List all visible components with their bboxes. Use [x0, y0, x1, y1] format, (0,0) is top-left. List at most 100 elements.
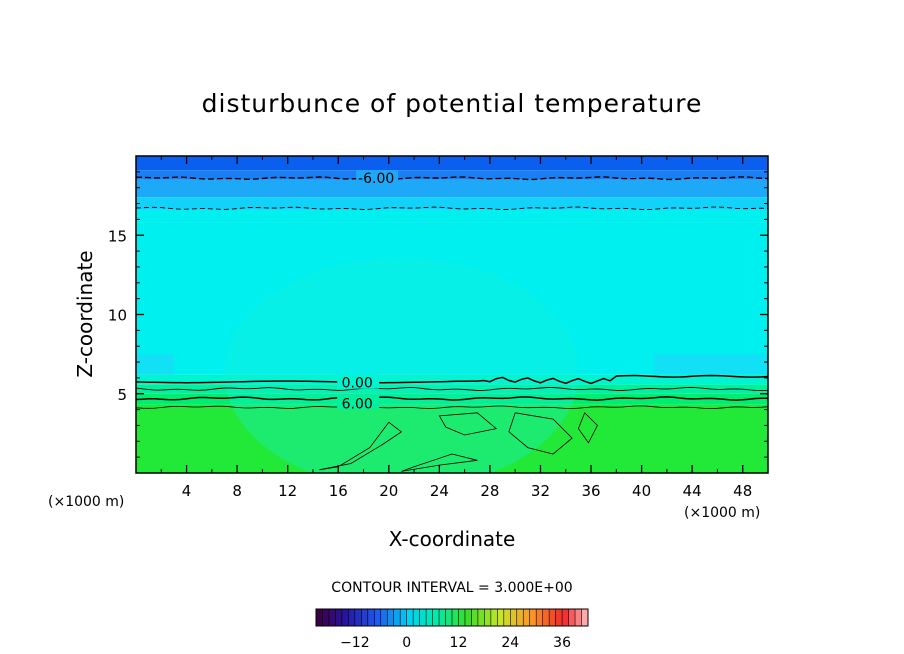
y-tick-labels: 5 10 15: [108, 227, 127, 404]
colorbar-cell: [413, 609, 420, 626]
colorbar-cell: [581, 609, 589, 626]
x-tick-label-2: 12: [278, 482, 297, 500]
x-unit-left: (×1000 m): [48, 494, 124, 510]
colorbar-cell: [510, 609, 518, 626]
field-band-6: [136, 374, 768, 385]
colorbar-cell: [549, 609, 556, 626]
x-tick-labels: 4 8 12 16 20 24 28 32 36 40 44 48: [182, 482, 752, 500]
x-tick-label-5: 24: [430, 482, 449, 500]
contour-minus3: [136, 206, 768, 211]
contour-label-bg-2: [337, 395, 380, 410]
x-tick-label-8: 36: [581, 482, 600, 500]
x-tick-label-9: 40: [632, 482, 651, 500]
colorbar-cell: [393, 609, 401, 626]
contour-minus6: [136, 176, 768, 181]
field-band-1: [136, 170, 768, 180]
x-tick-label-0: 4: [182, 482, 192, 500]
x-tick-label-7: 32: [531, 482, 550, 500]
colorbar-cell: [341, 609, 349, 626]
x-tick-label-3: 16: [329, 482, 348, 500]
x-tick-label-11: 48: [733, 482, 752, 500]
contour-label-1: 0.00: [342, 376, 373, 392]
colorbar-cell: [523, 609, 531, 626]
contour-cell-3: [577, 412, 598, 444]
contour-label-bg-0: [356, 170, 399, 185]
colorbar-cell: [562, 609, 569, 626]
contour-cell-4: [401, 453, 478, 472]
colorbar-cell: [536, 609, 543, 626]
field-band-4: [136, 209, 768, 223]
colorbar-tick-label-2: 12: [450, 635, 468, 651]
colorbar-cell: [497, 609, 505, 626]
colorbar-cell: [348, 609, 356, 626]
colorbar-cell: [542, 609, 550, 626]
colorbar-cell: [432, 609, 440, 626]
y-tick-label-0: 5: [117, 386, 127, 404]
contour-label-0: -6.00: [358, 171, 394, 187]
contour-cell-2: [319, 421, 403, 471]
colorbar: [315, 608, 589, 627]
colorbar-cell: [490, 609, 498, 626]
colorbar-cell: [380, 609, 388, 626]
colorbar-cell: [374, 609, 382, 626]
colorbar-cell: [439, 609, 446, 626]
y-tick-label-1: 10: [108, 307, 127, 325]
chart-title: disturbunce of potential temperature: [202, 89, 703, 118]
field-band-5: [136, 222, 768, 375]
x-tick-label-6: 28: [480, 482, 499, 500]
colorbar-cell: [419, 609, 427, 626]
contour-cell-0: [508, 412, 573, 455]
field-band-0: [136, 156, 768, 171]
colorbar-cell: [555, 609, 563, 626]
colorbar-cell: [452, 609, 459, 626]
contour-interval-text: CONTOUR INTERVAL = 3.000E+00: [331, 580, 572, 596]
colorbar-cell: [400, 609, 407, 626]
colorbar-cell: [354, 609, 362, 626]
contour-plus9: [136, 405, 768, 410]
cool-patch-right: [654, 354, 768, 375]
colorbar-cell: [516, 609, 524, 626]
x-unit-right: (×1000 m): [684, 505, 760, 521]
x-tick-label-4: 20: [379, 482, 398, 500]
colorbar-cell: [484, 609, 492, 626]
contour-lines: [136, 176, 768, 472]
y-axis-label: Z-coordinate: [73, 250, 97, 377]
contour-plus6: [136, 396, 768, 401]
contour-zero: [136, 374, 768, 385]
colorbar-cell: [503, 609, 511, 626]
dome-shading: [224, 257, 579, 473]
field-band-3: [136, 197, 768, 210]
contour-plus3: [136, 386, 768, 392]
colorbar-tick-label-1: 0: [402, 635, 411, 651]
colorbar-cell: [387, 609, 395, 626]
field-band-2: [136, 179, 768, 198]
y-tick-label-2: 15: [108, 227, 127, 245]
x-tick-label-1: 8: [232, 482, 242, 500]
axis-ticks: [136, 156, 768, 473]
colorbar-cell: [406, 609, 414, 626]
colorbar-frame: [315, 608, 589, 627]
colorbar-cell: [335, 609, 343, 626]
colorbar-cell: [361, 609, 369, 626]
contour-labels: -6.00 0.00 6.00: [337, 170, 399, 412]
colorbar-cell: [464, 609, 472, 626]
field-layer: [136, 156, 768, 473]
contour-cell-1: [438, 412, 498, 436]
colorbar-tick-label-4: 36: [553, 635, 571, 651]
colorbar-tick-labels: −12 0 12 24 36: [340, 635, 571, 651]
colorbar-cell: [471, 609, 479, 626]
colorbar-cell: [477, 609, 485, 626]
contour-label-bg-1: [337, 374, 380, 389]
colorbar-cell: [445, 609, 453, 626]
colorbar-tick-label-3: 24: [501, 635, 519, 651]
x-tick-label-10: 44: [683, 482, 702, 500]
field-band-9: [136, 404, 768, 473]
colorbar-cell: [529, 609, 537, 626]
colorbar-cell: [575, 609, 582, 626]
x-axis-label: X-coordinate: [389, 527, 516, 551]
colorbar-cell: [328, 609, 336, 626]
colorbar-cell: [322, 609, 330, 626]
colorbar-cell: [458, 609, 466, 626]
colorbar-cell: [316, 609, 323, 626]
